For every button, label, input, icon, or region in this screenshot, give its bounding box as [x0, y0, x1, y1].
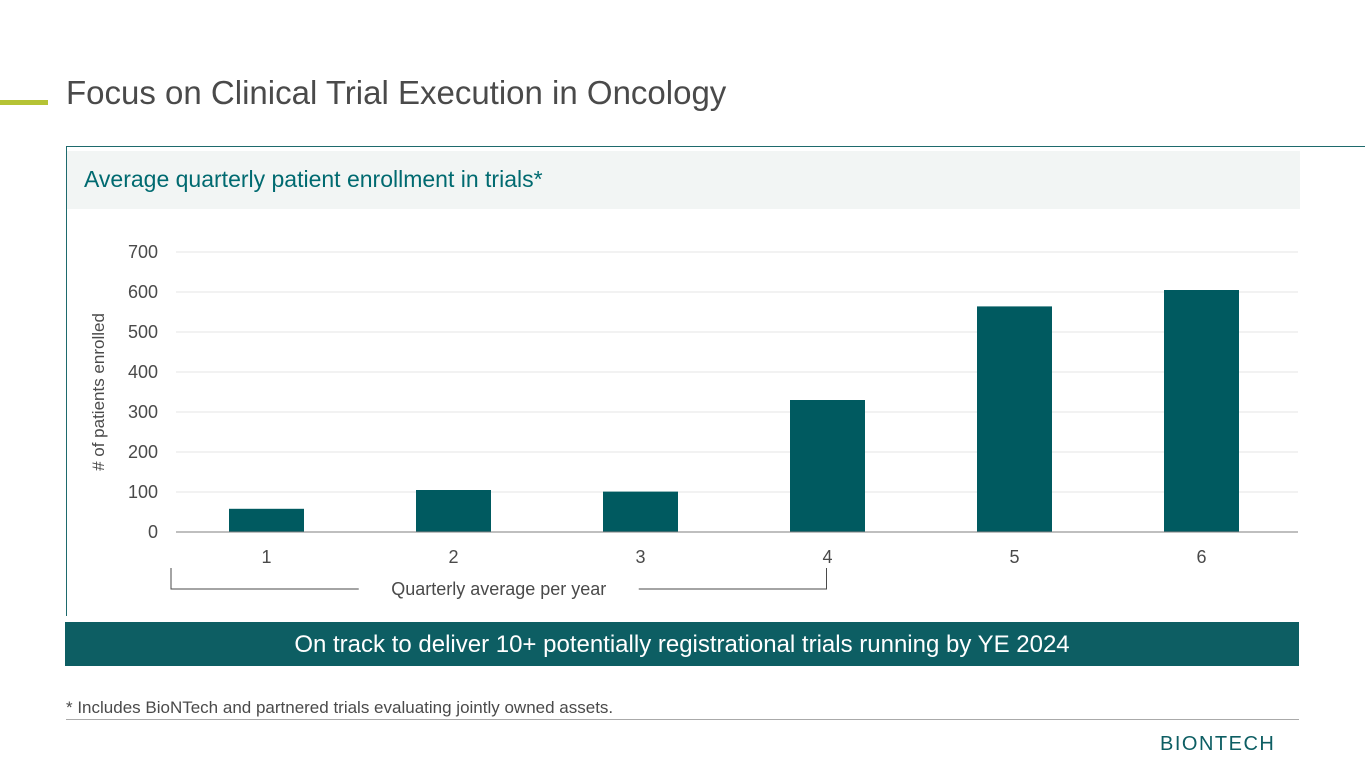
y-axis-tick-labels: 0 100 200 300 400 500 600 700 [128, 242, 158, 542]
chart-bars [229, 290, 1239, 532]
page-title: Focus on Clinical Trial Execution in Onc… [66, 74, 727, 111]
x-tick-label: 6 [1196, 547, 1206, 567]
title-accent-bar [0, 100, 48, 105]
bar-3 [603, 491, 678, 532]
x-axis-tick-labels: 1 2 3 4 5 6 [261, 547, 1206, 567]
bar-5 [977, 306, 1052, 532]
bar-6 [1164, 290, 1239, 532]
chart-panel-border [66, 146, 1365, 616]
bar-1 [229, 508, 304, 532]
x-tick-label: 3 [635, 547, 645, 567]
bracket-label: Quarterly average per year [391, 579, 606, 599]
chart-gridlines [176, 251, 1298, 493]
x-tick-label: 5 [1009, 547, 1019, 567]
y-axis-label: # of patients enrolled [89, 313, 108, 471]
y-tick-label: 400 [128, 362, 158, 382]
y-tick-label: 200 [128, 442, 158, 462]
chart-panel-title: Average quarterly patient enrollment in … [84, 166, 543, 192]
bracket-right-line [638, 568, 827, 590]
footer-divider [66, 719, 1299, 720]
biontech-logo: BIONTECH [1160, 733, 1275, 753]
bracket-left-line [170, 568, 359, 590]
quarterly-bracket: Quarterly average per year [170, 568, 827, 599]
chart-panel-header: Average quarterly patient enrollment in … [67, 151, 1300, 209]
x-tick-label: 4 [822, 547, 832, 567]
y-tick-label: 700 [128, 242, 158, 262]
y-tick-label: 500 [128, 322, 158, 342]
y-tick-label: 600 [128, 282, 158, 302]
bar-2 [416, 490, 491, 532]
summary-banner: On track to deliver 10+ potentially regi… [65, 622, 1299, 666]
summary-banner-text: On track to deliver 10+ potentially regi… [294, 631, 1070, 658]
x-tick-label: 1 [261, 547, 271, 567]
svg-text:BIONTECH: BIONTECH [1160, 733, 1275, 753]
footnote: * Includes BioNTech and partnered trials… [66, 698, 614, 717]
enrollment-bar-chart: 0 100 200 300 400 500 600 700 1 2 3 4 5 6 # of patie… [89, 242, 1298, 599]
y-tick-label: 100 [128, 482, 158, 502]
y-tick-label: 300 [128, 402, 158, 422]
y-tick-label: 0 [148, 522, 158, 542]
bar-4 [790, 400, 865, 532]
x-tick-label: 2 [448, 547, 458, 567]
